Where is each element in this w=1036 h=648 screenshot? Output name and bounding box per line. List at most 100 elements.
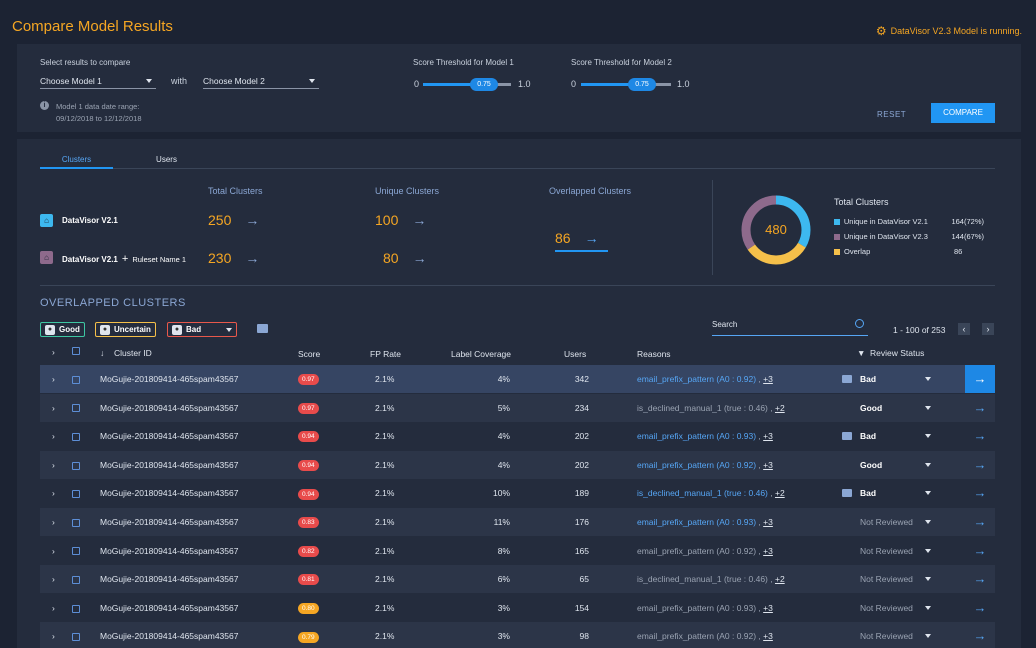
open-cluster-arrow-icon[interactable]: → (973, 428, 987, 444)
row-checkbox[interactable] (72, 518, 80, 527)
chevron-down-icon[interactable] (925, 605, 931, 610)
expand-row-icon[interactable]: › (52, 488, 55, 499)
reason-text[interactable]: is_declined_manual_1 (true : 0.46) (637, 402, 768, 413)
reason-text[interactable]: email_prefix_pattern (A0 : 0.92) (637, 374, 757, 384)
filter-icon[interactable]: ▼ (857, 348, 866, 358)
table-row[interactable]: › MoGujie-201809414-465spam43567 0.97 2.1% 5… (40, 393, 995, 422)
tab-clusters[interactable]: Clusters (61, 155, 92, 164)
more-reasons-link[interactable]: +2 (774, 402, 785, 413)
review-status-select[interactable]: Good (860, 451, 932, 479)
review-status-select[interactable]: Not Reviewed (860, 622, 932, 648)
open-cluster-arrow-icon[interactable]: → (973, 628, 987, 644)
review-status-select[interactable]: Not Reviewed (860, 537, 932, 565)
chevron-down-icon[interactable] (925, 462, 931, 467)
cluster-id[interactable]: MoGujie-201809414-465spam43567 (100, 517, 239, 527)
expand-row-icon[interactable]: › (52, 545, 55, 556)
cluster-id[interactable]: MoGujie-201809414-465spam43567 (100, 545, 239, 556)
more-reasons-link[interactable]: +3 (763, 602, 773, 613)
model2-select[interactable]: Choose Model 2 (203, 73, 319, 89)
col-cluster-id[interactable]: Cluster ID (114, 348, 152, 358)
open-cluster-arrow-icon[interactable]: → (973, 542, 987, 558)
row-checkbox[interactable] (72, 432, 80, 441)
expand-row-icon[interactable]: › (52, 459, 55, 470)
table-row[interactable]: › MoGujie-201809414-465spam43567 0.82 2.1% 8… (40, 537, 995, 565)
threshold1-knob[interactable]: 0.75 (470, 78, 498, 91)
row-checkbox[interactable] (72, 490, 80, 499)
tab-users[interactable]: Users (156, 155, 177, 164)
reason-text[interactable]: is_declined_manual_1 (true : 0.46) (637, 574, 768, 585)
expand-all-icon[interactable]: › (52, 347, 55, 357)
expand-row-icon[interactable]: › (52, 374, 55, 384)
col-score[interactable]: Score (298, 349, 321, 359)
reason-text[interactable]: email_prefix_pattern (A0 : 0.92) (637, 631, 757, 642)
sort-desc-icon[interactable]: ↓ (100, 348, 105, 358)
expand-row-icon[interactable]: › (52, 602, 55, 613)
row-checkbox[interactable] (72, 633, 80, 642)
table-row[interactable]: › MoGujie-201809414-465spam43567 0.94 2.1% 4… (40, 422, 995, 450)
review-status-select[interactable]: Bad (860, 365, 932, 393)
chevron-down-icon[interactable] (925, 491, 931, 496)
chevron-down-icon[interactable] (925, 548, 931, 553)
review-status-select[interactable]: Not Reviewed (860, 508, 932, 536)
more-reasons-link[interactable]: +3 (763, 545, 773, 556)
table-row[interactable]: › MoGujie-201809414-465spam43567 0.94 2.1% 1… (40, 479, 995, 507)
comment-icon[interactable] (842, 375, 852, 383)
reason-text[interactable]: email_prefix_pattern (A0 : 0.92) (637, 545, 757, 556)
reason-text[interactable]: email_prefix_pattern (A0 : 0.92) (637, 459, 757, 470)
more-reasons-link[interactable]: +2 (774, 574, 785, 585)
expand-row-icon[interactable]: › (52, 517, 55, 527)
row2-unique[interactable]: 80 → (383, 250, 427, 266)
col-label-coverage[interactable]: Label Coverage (451, 349, 512, 359)
chevron-down-icon[interactable] (925, 577, 931, 582)
filter-chip-bad[interactable]: ● Bad (167, 322, 237, 337)
overlap-count[interactable]: 86 → (555, 230, 599, 246)
threshold2-slider[interactable]: 0.75 (581, 78, 671, 91)
chevron-down-icon[interactable] (925, 405, 931, 410)
comment-filter-icon[interactable] (257, 324, 268, 333)
row1-total[interactable]: 250 → (208, 212, 259, 228)
row2-total[interactable]: 230 → (208, 250, 259, 266)
col-reasons[interactable]: Reasons (637, 349, 671, 359)
search-input[interactable]: Search (712, 320, 868, 336)
cluster-id[interactable]: MoGujie-201809414-465spam43567 (100, 631, 239, 642)
cluster-id[interactable]: MoGujie-201809414-465spam43567 (100, 402, 239, 413)
open-cluster-arrow-icon[interactable]: → (973, 514, 987, 529)
table-row[interactable]: › MoGujie-201809414-465spam43567 0.81 2.1% 6… (40, 565, 995, 594)
filter-chip-uncertain[interactable]: ● Uncertain (95, 322, 156, 337)
reset-button[interactable]: RESET (877, 110, 907, 119)
open-cluster-arrow-icon[interactable]: → (965, 365, 995, 393)
cluster-id[interactable]: MoGujie-201809414-465spam43567 (100, 459, 239, 470)
chevron-down-icon[interactable] (925, 377, 931, 381)
table-row[interactable]: › MoGujie-201809414-465spam43567 0.97 2.1% 4… (40, 365, 995, 393)
review-status-select[interactable]: Not Reviewed (860, 594, 932, 622)
more-reasons-link[interactable]: +3 (763, 631, 773, 642)
filter-chip-good[interactable]: ● Good (40, 322, 85, 337)
cluster-id[interactable]: MoGujie-201809414-465spam43567 (100, 374, 239, 384)
compare-button[interactable]: COMPARE (931, 103, 995, 123)
col-users[interactable]: Users (564, 349, 587, 359)
reason-text[interactable]: is_declined_manual_1 (true : 0.46) (637, 488, 768, 499)
review-status-select[interactable]: Good (860, 394, 932, 422)
row-checkbox[interactable] (72, 404, 80, 413)
table-row[interactable]: › MoGujie-201809414-465spam43567 0.94 2.1% 4… (40, 450, 995, 479)
open-cluster-arrow-icon[interactable]: → (973, 456, 987, 472)
threshold2-knob[interactable]: 0.75 (628, 78, 656, 91)
reason-text[interactable]: email_prefix_pattern (A0 : 0.93) (637, 517, 757, 527)
next-page-button[interactable]: › (982, 323, 994, 335)
open-cluster-arrow-icon[interactable]: → (973, 485, 987, 501)
select-all-checkbox[interactable] (72, 347, 80, 355)
review-status-select[interactable]: Bad (860, 422, 932, 450)
expand-row-icon[interactable]: › (52, 631, 55, 642)
cluster-id[interactable]: MoGujie-201809414-465spam43567 (100, 574, 239, 585)
chevron-down-icon[interactable] (925, 634, 931, 639)
open-cluster-arrow-icon[interactable]: → (973, 571, 987, 587)
review-status-select[interactable]: Not Reviewed (860, 565, 932, 593)
table-row[interactable]: › MoGujie-201809414-465spam43567 0.80 2.1% 3… (40, 594, 995, 622)
more-reasons-link[interactable]: +3 (763, 431, 773, 442)
comment-icon[interactable] (842, 489, 852, 498)
cluster-id[interactable]: MoGujie-201809414-465spam43567 (100, 488, 239, 499)
threshold1-slider[interactable]: 0.75 (423, 78, 511, 91)
reason-text[interactable]: email_prefix_pattern (A0 : 0.93) (637, 431, 757, 442)
row1-unique[interactable]: 100 → (375, 212, 426, 228)
row-checkbox[interactable] (72, 575, 80, 584)
